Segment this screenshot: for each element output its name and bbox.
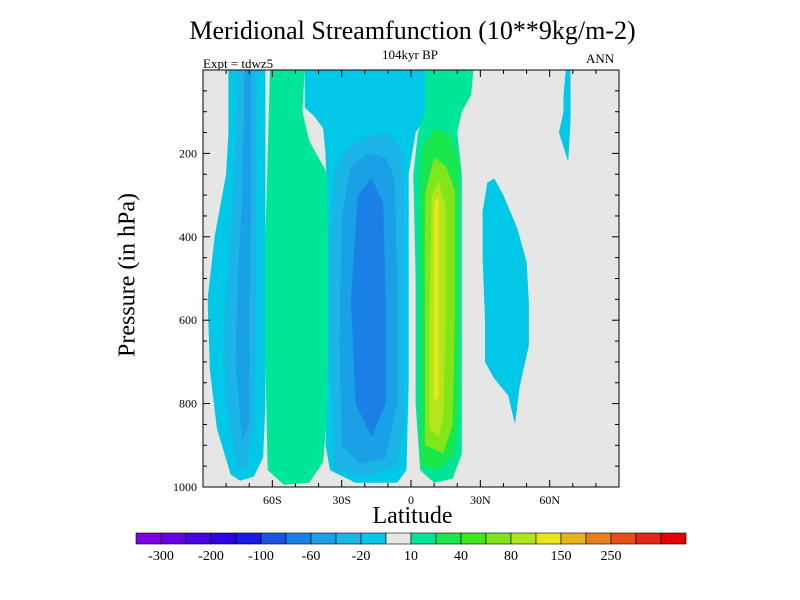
colorbar-swatch bbox=[385, 532, 412, 545]
colorbar-swatch bbox=[610, 532, 637, 545]
experiment-label: Expt = tdwz5 bbox=[203, 56, 274, 71]
colorbar-swatch bbox=[360, 532, 387, 545]
colorbar-swatch bbox=[335, 532, 362, 545]
colorbar-swatch bbox=[285, 532, 312, 545]
colorbar-swatch bbox=[435, 532, 462, 545]
colorbar-swatch bbox=[310, 532, 337, 545]
x-axis-label: Latitude bbox=[372, 503, 453, 529]
colorbar-swatch bbox=[660, 532, 687, 545]
chart-title: Meridional Streamfunction (10**9kg/m-2) bbox=[189, 16, 636, 45]
colorbar-label: 250 bbox=[601, 549, 622, 564]
contour-region bbox=[350, 178, 386, 437]
colorbar-label: 80 bbox=[504, 549, 518, 564]
contour-region bbox=[265, 70, 333, 485]
colorbar-swatch bbox=[135, 532, 162, 545]
colorbar-label: -100 bbox=[248, 549, 274, 564]
colorbar-label: 10 bbox=[404, 549, 418, 564]
x-tick-label: 60S bbox=[263, 493, 282, 507]
contour-region bbox=[434, 195, 439, 404]
colorbar-swatch bbox=[635, 532, 662, 545]
contour-region bbox=[482, 178, 529, 425]
contour-region bbox=[235, 70, 252, 442]
colorbar-swatch bbox=[185, 532, 212, 545]
x-tick-label: 30S bbox=[332, 493, 351, 507]
y-tick-label: 800 bbox=[179, 397, 197, 411]
y-tick-label: 200 bbox=[179, 146, 197, 160]
colorbar-label: -20 bbox=[352, 549, 371, 564]
colorbar-swatch bbox=[510, 532, 537, 545]
colorbar-label: 40 bbox=[454, 549, 468, 564]
colorbar-swatch bbox=[585, 532, 612, 545]
colorbar-swatch bbox=[160, 532, 187, 545]
colorbar-swatch bbox=[535, 532, 562, 545]
colorbar-swatch bbox=[560, 532, 587, 545]
colorbar-label: 150 bbox=[551, 549, 572, 564]
colorbar-label: -60 bbox=[302, 549, 321, 564]
contour-region bbox=[558, 70, 571, 162]
y-tick-label: 400 bbox=[179, 230, 197, 244]
colorbar-label: -300 bbox=[148, 549, 174, 564]
colorbar-swatch bbox=[260, 532, 287, 545]
x-tick-label: 60N bbox=[539, 493, 560, 507]
y-tick-label: 600 bbox=[179, 313, 197, 327]
season-label: ANN bbox=[586, 51, 615, 66]
colorbar-swatch bbox=[210, 532, 237, 545]
y-tick-label: 1000 bbox=[173, 480, 197, 494]
colorbar-swatch bbox=[485, 532, 512, 545]
colorbar-swatch bbox=[460, 532, 487, 545]
colorbar-swatch bbox=[410, 532, 437, 545]
colorbar-label: -200 bbox=[198, 549, 224, 564]
x-tick-label: 30N bbox=[470, 493, 491, 507]
colorbar-swatch bbox=[235, 532, 262, 545]
x-tick-label: 0 bbox=[408, 493, 414, 507]
chart-subtitle: 104kyr BP bbox=[382, 47, 438, 62]
